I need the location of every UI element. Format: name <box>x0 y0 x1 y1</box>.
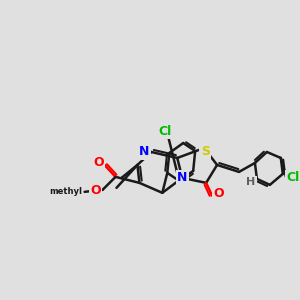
Text: O: O <box>93 156 104 170</box>
Text: N: N <box>139 146 150 158</box>
Text: Cl: Cl <box>286 171 299 184</box>
Text: methyl: methyl <box>50 187 83 196</box>
Text: H: H <box>246 177 256 187</box>
Text: O: O <box>214 187 224 200</box>
Text: S: S <box>201 146 210 158</box>
Text: Cl: Cl <box>159 124 172 138</box>
Text: O: O <box>90 184 101 197</box>
Text: N: N <box>177 171 188 184</box>
